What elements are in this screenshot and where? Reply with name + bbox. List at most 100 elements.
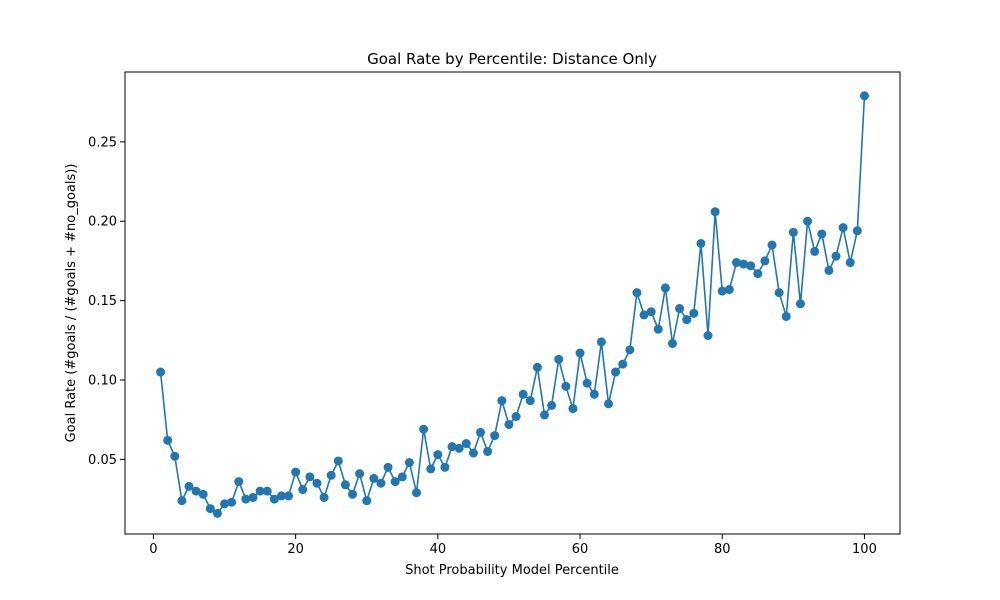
data-point — [497, 396, 507, 406]
data-point — [803, 216, 813, 226]
data-point — [184, 481, 194, 491]
data-point — [611, 367, 621, 377]
data-point — [554, 354, 564, 364]
data-point — [717, 286, 727, 296]
data-point — [362, 496, 372, 506]
axes-frame — [124, 71, 901, 535]
data-point — [426, 464, 436, 474]
data-point — [774, 288, 784, 298]
data-point — [639, 310, 649, 320]
data-point — [632, 288, 642, 298]
data-point — [312, 478, 322, 488]
data-point — [404, 458, 414, 468]
data-point — [660, 283, 670, 293]
data-point — [177, 496, 187, 506]
data-point — [234, 477, 244, 487]
data-point — [731, 258, 741, 268]
data-point — [205, 504, 215, 514]
data-point — [788, 227, 798, 237]
data-point — [191, 486, 201, 496]
data-point — [461, 439, 471, 449]
data-point — [845, 258, 855, 268]
data-point — [511, 412, 521, 422]
data-point — [326, 470, 336, 480]
x-tick-label: 0 — [149, 542, 157, 557]
data-point — [568, 404, 578, 414]
data-point — [156, 367, 166, 377]
data-point — [355, 469, 365, 479]
data-point — [419, 424, 429, 434]
y-tick-label: 0.05 — [88, 453, 117, 468]
data-point — [220, 499, 230, 509]
data-point — [241, 494, 251, 504]
plot-area — [124, 71, 901, 535]
data-point — [831, 251, 841, 261]
data-point — [746, 261, 756, 271]
data-point — [440, 462, 450, 472]
data-point — [618, 359, 628, 369]
data-point — [703, 331, 713, 341]
data-point — [284, 491, 294, 501]
data-point — [596, 337, 606, 347]
data-point — [710, 207, 720, 217]
data-point — [369, 473, 379, 483]
y-tick-label: 0.20 — [88, 215, 117, 230]
data-point — [859, 91, 869, 101]
data-point — [582, 378, 592, 388]
data-point — [483, 446, 493, 456]
data-point — [753, 269, 763, 279]
data-point — [348, 489, 358, 499]
data-point — [646, 307, 656, 317]
data-point — [198, 489, 208, 499]
data-point — [781, 311, 791, 321]
data-point — [795, 299, 805, 309]
data-point — [518, 389, 528, 399]
data-point — [305, 472, 315, 482]
series-layer — [156, 91, 869, 518]
data-point — [724, 285, 734, 295]
data-point — [767, 240, 777, 250]
y-axis-label: Goal Rate (#goals / (#goals + #no_goals)… — [64, 164, 79, 443]
data-point — [255, 486, 265, 496]
data-point — [504, 419, 514, 429]
data-point — [340, 480, 350, 490]
data-point — [269, 494, 279, 504]
data-point — [291, 467, 301, 477]
data-point — [490, 431, 500, 441]
data-point — [163, 435, 173, 445]
data-point — [852, 226, 862, 236]
data-point — [212, 508, 222, 518]
data-point — [603, 399, 613, 409]
data-point — [227, 497, 237, 507]
data-point — [468, 448, 478, 458]
data-point — [433, 450, 443, 460]
y-tick-label: 0.15 — [88, 294, 117, 309]
x-tick-label: 60 — [572, 542, 589, 557]
data-point — [532, 362, 542, 372]
data-point — [682, 315, 692, 325]
data-point — [838, 223, 848, 233]
data-point — [390, 477, 400, 487]
data-point — [397, 472, 407, 482]
x-tick-label: 100 — [852, 542, 877, 557]
data-point — [575, 348, 585, 358]
data-point — [561, 381, 571, 391]
data-point — [667, 338, 677, 348]
data-point — [739, 259, 749, 269]
data-point — [454, 443, 464, 453]
x-tick-label: 20 — [287, 542, 304, 557]
data-point — [333, 456, 343, 466]
y-tick-label: 0.25 — [88, 135, 117, 150]
x-tick-label: 40 — [430, 542, 447, 557]
data-point — [760, 256, 770, 266]
data-point — [447, 442, 457, 452]
data-point — [810, 246, 820, 256]
x-axis: 0 20 40 60 80 100 — [149, 534, 877, 557]
y-tick-label: 0.10 — [88, 374, 117, 389]
data-point — [675, 304, 685, 314]
data-point — [547, 400, 557, 410]
data-point — [298, 485, 308, 495]
